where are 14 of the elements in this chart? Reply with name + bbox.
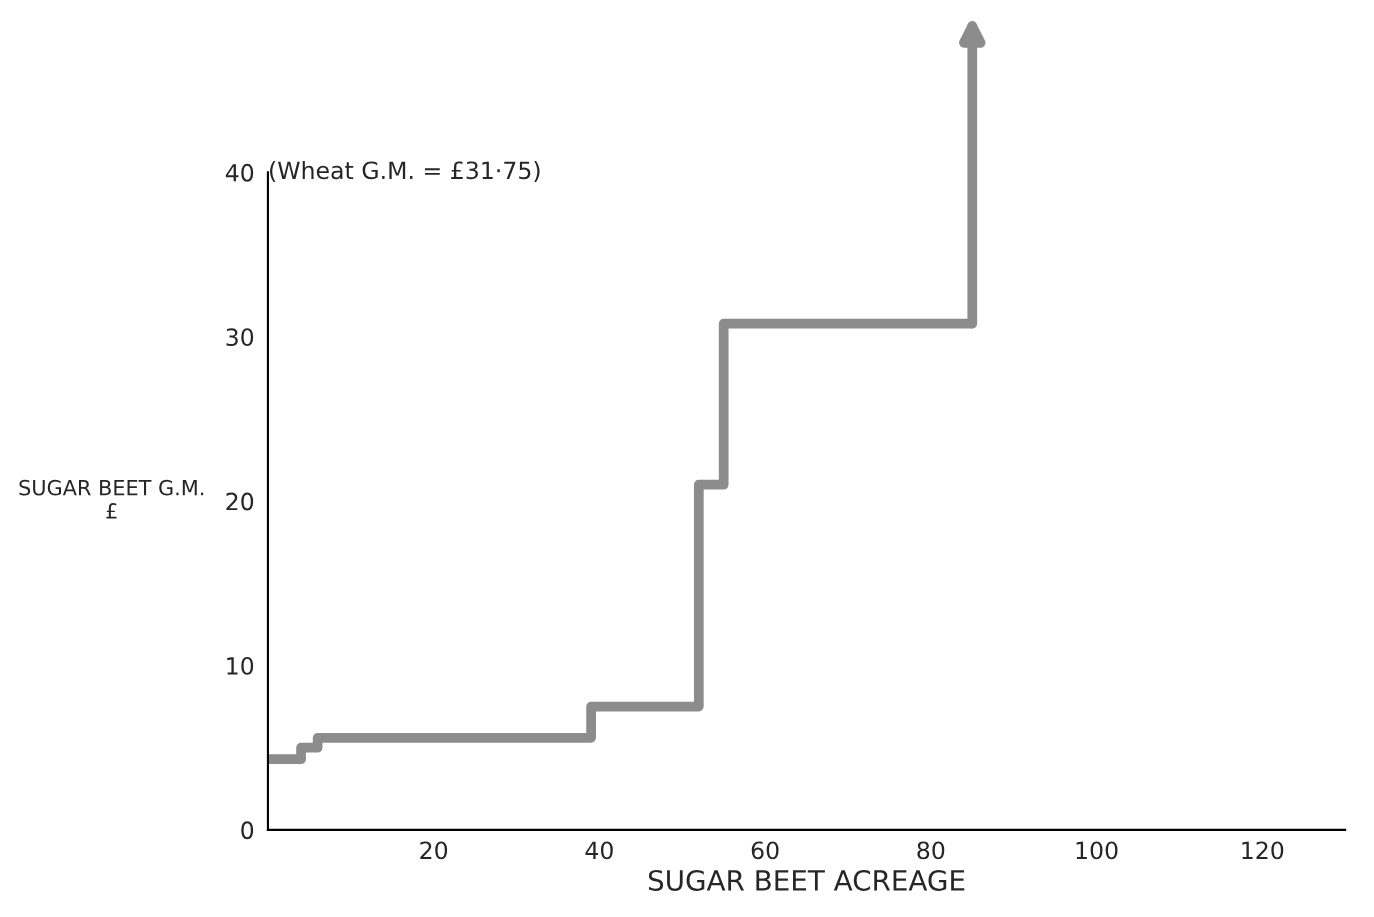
annotation: (Wheat G.M. = £31·75) <box>270 160 540 183</box>
x-tick-label: 120 <box>1242 841 1284 860</box>
y-tick-label: 40 <box>225 163 254 182</box>
y-tick-label: 10 <box>227 656 254 675</box>
y-tick-label: 30 <box>226 328 254 347</box>
x-tick-label: 40 <box>585 841 613 860</box>
x-tick-label: 80 <box>917 841 945 860</box>
x-tick-label: 100 <box>1076 841 1118 860</box>
y-tick-label: 20 <box>226 492 254 511</box>
y-tick-label: 0 <box>241 821 254 840</box>
x-axis-title: SUGAR BEET ACREAGE <box>648 869 965 891</box>
x-tick-label: 20 <box>420 841 448 860</box>
x-tick-label: 60 <box>751 841 779 860</box>
y-axis-title: SUGAR BEET G.M. £ <box>19 479 204 519</box>
